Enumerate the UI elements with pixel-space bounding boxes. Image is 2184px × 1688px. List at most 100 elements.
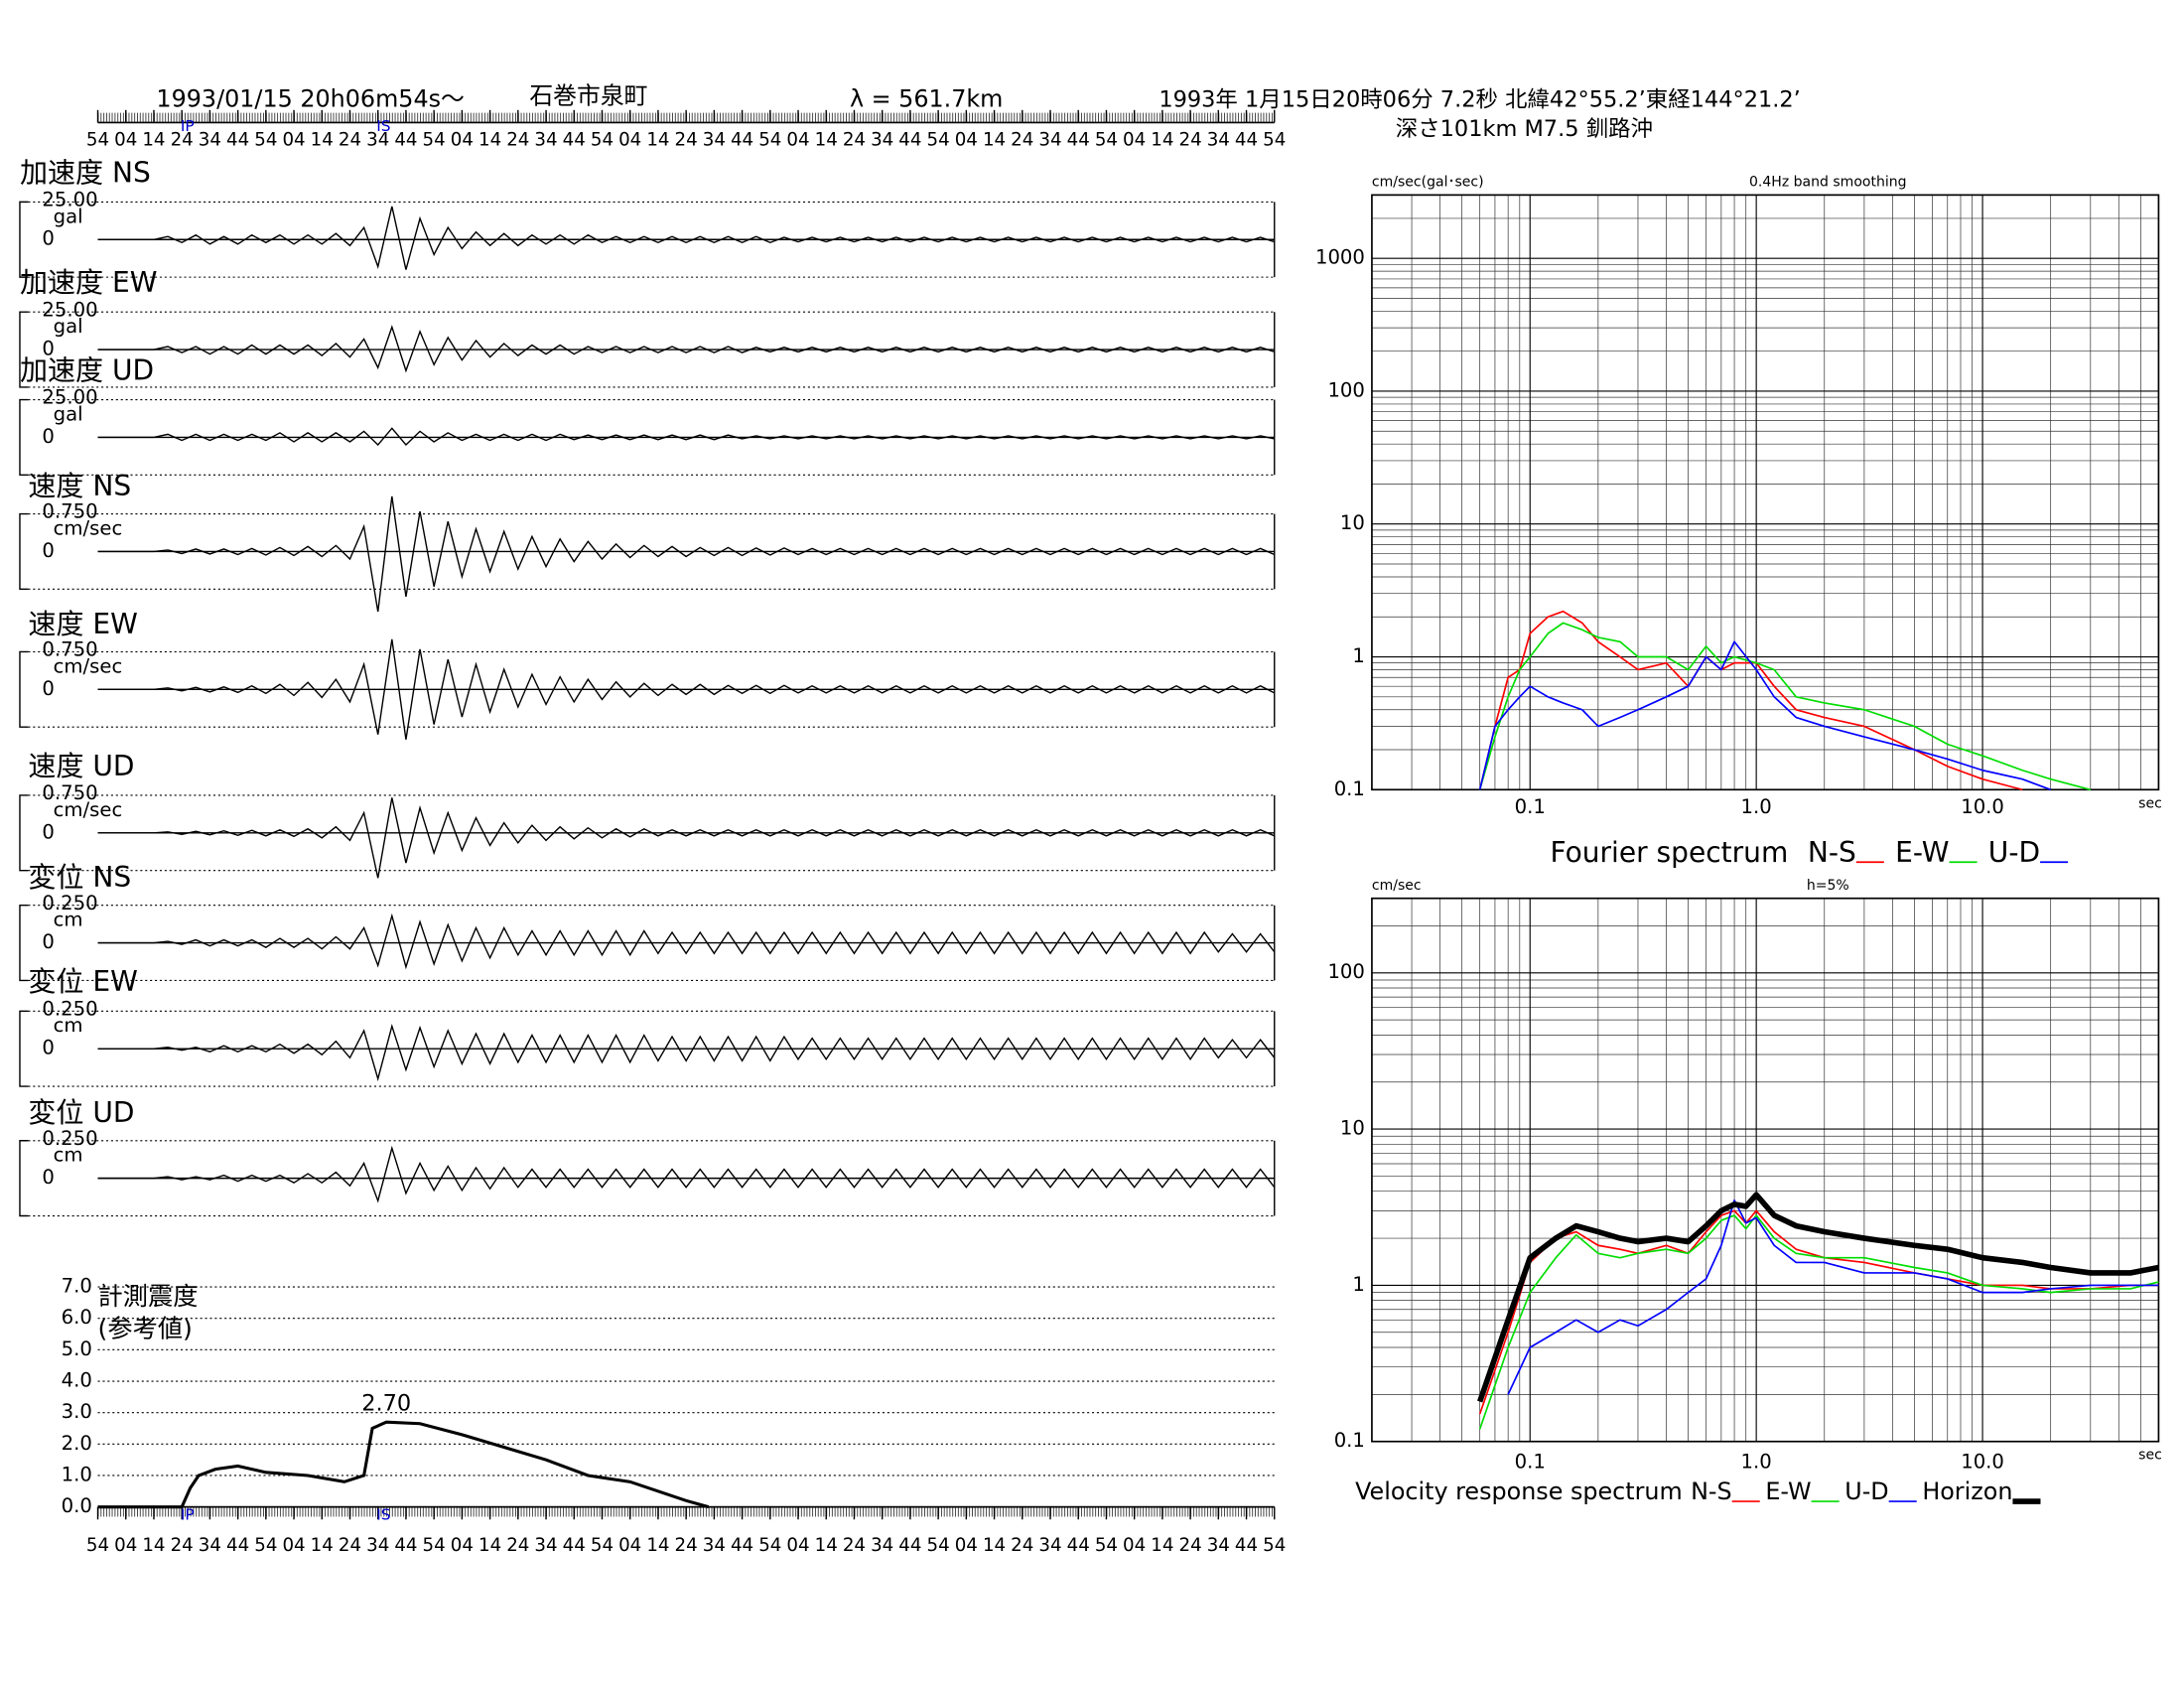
x-tick-label: 54 (927, 130, 950, 151)
x-tick-label: 04 (955, 130, 978, 151)
x-tick-label: 54 (86, 1535, 109, 1556)
x-tick-label: 14 (815, 130, 838, 151)
x-tick-label: 24 (171, 130, 194, 151)
x-tick-label: 24 (843, 130, 866, 151)
x-tick-label: 24 (843, 1535, 866, 1556)
chart-title: 計測震度 (98, 1282, 199, 1311)
series-line (1478, 622, 2092, 791)
legend-label: E-W (1895, 836, 1949, 869)
x-tick-label: 14 (311, 1535, 334, 1556)
trace (97, 913, 1276, 970)
x-tick-label: 34 (366, 1535, 389, 1556)
panel-bracket (19, 512, 29, 591)
x-tick-label: 04 (114, 130, 137, 151)
panel-title: 変位 EW (28, 965, 137, 998)
x-tick-label: 24 (675, 1535, 698, 1556)
x-tick-label: 44 (1067, 130, 1090, 151)
legend-label: U-D (1988, 836, 2040, 869)
x-tick-label: 14 (311, 130, 334, 151)
x-tick-label: 44 (1235, 130, 1258, 151)
unit-label: cm/sec (54, 654, 123, 677)
y-tick-label: 0.750 (42, 781, 97, 804)
y-tick-label: 10 (1340, 511, 1365, 534)
x-tick-label: 04 (1123, 130, 1146, 151)
phase-marker: IP (181, 117, 195, 135)
x-tick-label: 54 (1263, 1535, 1286, 1556)
y-tick-label: 5.0 (62, 1337, 92, 1360)
panel-title: 加速度 NS (20, 156, 151, 189)
x-tick-label: 34 (534, 1535, 557, 1556)
y-tick-label: 0.750 (42, 638, 97, 661)
y-tick-label: 1.0 (62, 1463, 92, 1485)
panel-bracket (19, 794, 29, 872)
x-tick-label: 54 (1263, 130, 1286, 151)
trace (97, 495, 1276, 613)
y-tick-label: 0 (42, 425, 55, 448)
y-tick-label: 6.0 (62, 1306, 92, 1329)
x-tick-label: 04 (282, 1535, 305, 1556)
unit-label: cm (54, 1144, 83, 1167)
chart-subtitle: h=5% (1807, 878, 1849, 894)
x-tick-label: 1.0 (1741, 1450, 1772, 1473)
unit-label: cm/sec (54, 798, 123, 821)
panel-title: 速度 NS (28, 470, 131, 502)
x-tick-label: 24 (1178, 1535, 1201, 1556)
trace (97, 1023, 1276, 1082)
x-tick-label: 44 (731, 1535, 753, 1556)
y-tick-label: 0.250 (42, 997, 97, 1020)
x-tick-label: 54 (1095, 1535, 1118, 1556)
x-tick-label: 44 (898, 1535, 921, 1556)
x-tick-label: 24 (506, 1535, 529, 1556)
x-tick-label: 14 (1151, 130, 1173, 151)
x-axis-label: sec (2138, 1448, 2162, 1464)
y-tick-label: 0 (42, 539, 55, 562)
plot-frame (1371, 897, 2160, 1443)
chart-title: Velocity response spectrum (1355, 1477, 1683, 1505)
y-tick-label: 0 (42, 930, 55, 953)
trace (97, 1145, 1276, 1203)
x-tick-label: 04 (451, 1535, 474, 1556)
x-tick-label: 34 (871, 1535, 893, 1556)
panel-bracket (19, 398, 29, 477)
x-tick-label: 14 (646, 130, 669, 151)
panel-title: 加速度 EW (20, 266, 158, 299)
y-tick-label: 3.0 (62, 1400, 92, 1423)
x-tick-label: 24 (1011, 130, 1033, 151)
y-tick-label: 0 (42, 338, 55, 360)
x-tick-label: 34 (1207, 130, 1230, 151)
x-tick-label: 44 (226, 130, 249, 151)
series-line (1478, 1214, 2159, 1430)
y-tick-label: 0.250 (42, 892, 97, 914)
y-tick-label: 2.0 (62, 1432, 92, 1455)
x-tick-label: 34 (199, 1535, 221, 1556)
y-tick-label: 4.0 (62, 1369, 92, 1392)
y-tick-label: 1000 (1315, 246, 1365, 269)
y-tick-label: 0.1 (1334, 777, 1365, 800)
y-tick-label: 100 (1327, 960, 1364, 983)
phase-marker: IS (376, 117, 390, 135)
x-tick-label: 34 (534, 130, 557, 151)
x-tick-label: 04 (955, 1535, 978, 1556)
x-tick-label: 14 (983, 130, 1006, 151)
x-tick-label: 04 (114, 1535, 137, 1556)
y-tick-label: 0 (42, 820, 55, 843)
x-tick-label: 14 (142, 1535, 165, 1556)
y-tick-label: 0 (42, 1037, 55, 1059)
panel-bracket (19, 905, 29, 982)
x-tick-label: 34 (871, 130, 893, 151)
trace (97, 325, 1275, 373)
event: 1993年 1月15日20時06分 7.2秒 北緯42°55.2’東経144°2… (1159, 86, 1800, 112)
event-detail: 深さ101km M7.5 釧路沖 (1396, 116, 1653, 142)
unit-label: gal (54, 315, 83, 338)
x-tick-label: 0.1 (1515, 1450, 1546, 1473)
station: 石巻市泉町 (529, 82, 647, 110)
unit-label: gal (54, 205, 83, 227)
x-tick-label: 14 (478, 1535, 501, 1556)
y-tick-label: 0.250 (42, 1127, 97, 1150)
trace (97, 638, 1276, 740)
y-tick-label: 0.1 (1334, 1429, 1365, 1452)
x-tick-label: 44 (226, 1535, 249, 1556)
